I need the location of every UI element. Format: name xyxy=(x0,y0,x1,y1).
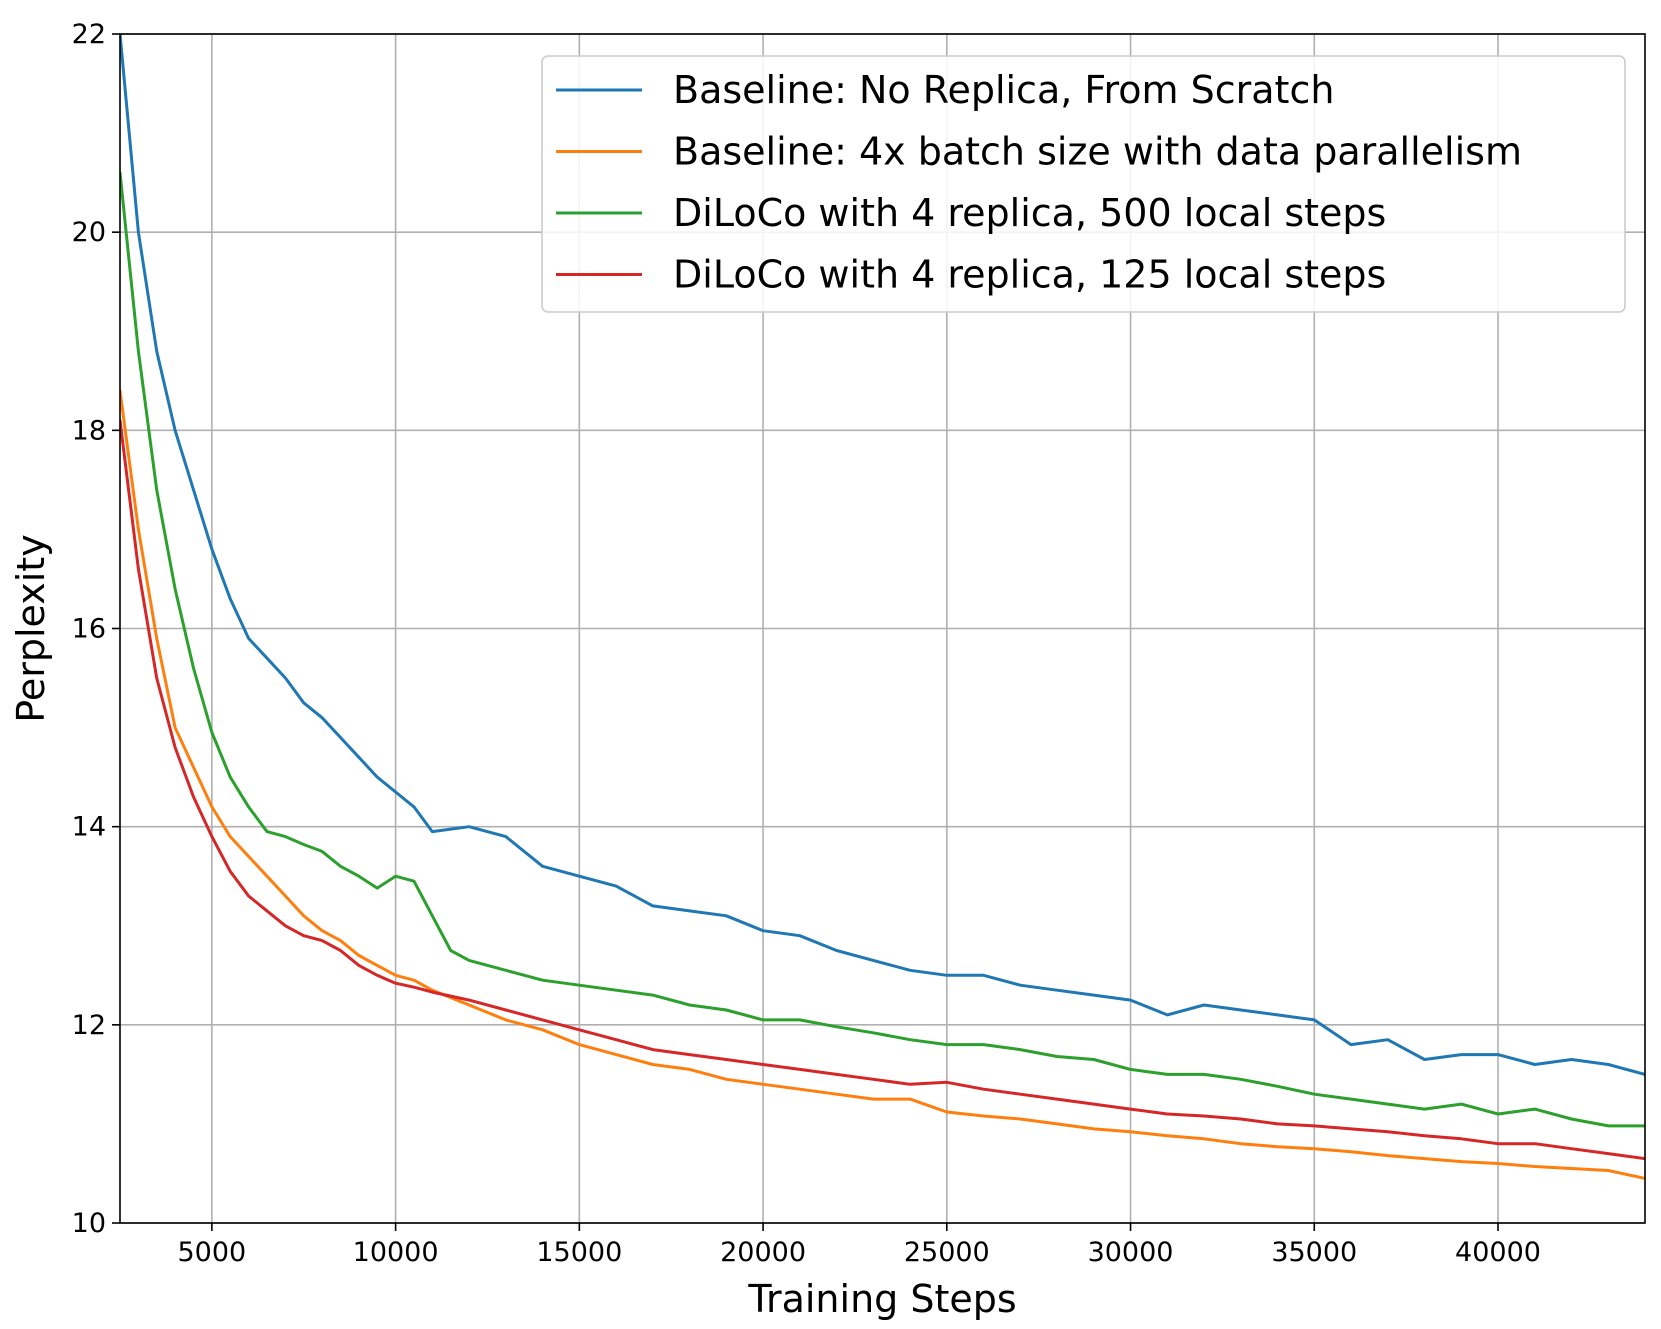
legend: Baseline: No Replica, From Scratch Baseli… xyxy=(541,55,1626,313)
legend-label: DiLoCo with 4 replica, 500 local steps xyxy=(673,191,1386,235)
series-line-3 xyxy=(120,171,1645,1128)
series-line-4 xyxy=(120,418,1645,1161)
x-tick-label: 5000 xyxy=(178,1237,247,1268)
y-tick-label: 16 xyxy=(72,614,106,645)
x-tick-label: 20000 xyxy=(720,1237,806,1268)
y-tick-label: 10 xyxy=(72,1208,106,1239)
axis-ticks: 5000 10000 15000 20000 25000 30000 35000 40000 1… xyxy=(72,19,1541,1268)
series-line-2 xyxy=(120,389,1645,1180)
legend-label: Baseline: 4x batch size with data parall… xyxy=(673,130,1522,174)
x-tick-label: 25000 xyxy=(904,1237,990,1268)
y-tick-label: 22 xyxy=(72,19,106,50)
legend-label: DiLoCo with 4 replica, 125 local steps xyxy=(673,253,1386,297)
y-tick-label: 18 xyxy=(72,415,106,446)
y-tick-label: 14 xyxy=(72,812,106,843)
x-tick-label: 15000 xyxy=(536,1237,622,1268)
series-lines xyxy=(120,34,1645,1180)
legend-label: Baseline: No Replica, From Scratch xyxy=(673,68,1334,112)
x-tick-label: 40000 xyxy=(1455,1237,1541,1268)
x-tick-label: 10000 xyxy=(353,1237,439,1268)
legend-box xyxy=(541,55,1626,313)
y-tick-label: 12 xyxy=(72,1010,106,1041)
x-axis-title: Training Steps xyxy=(747,1277,1016,1321)
x-tick-label: 35000 xyxy=(1271,1237,1357,1268)
y-tick-label: 20 xyxy=(72,217,106,248)
x-tick-label: 30000 xyxy=(1088,1237,1174,1268)
series-line-1 xyxy=(120,34,1645,1076)
y-axis-title: Perplexity xyxy=(9,534,53,722)
